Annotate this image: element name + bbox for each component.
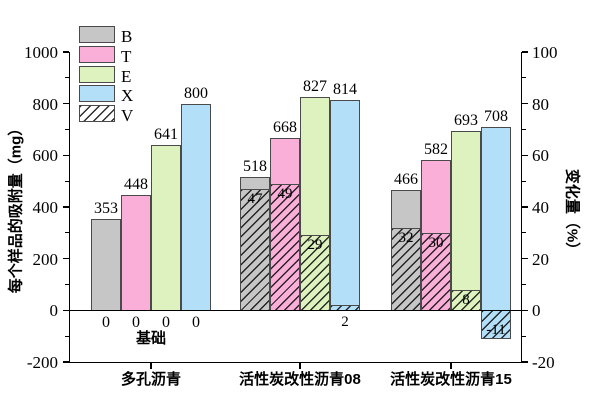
y-axis-tick-label-left: 1000 bbox=[24, 43, 58, 62]
change-value-label: 8 bbox=[462, 291, 470, 308]
baseline-text: 基础 bbox=[135, 330, 166, 348]
y-axis-minor-tick-left bbox=[65, 283, 69, 286]
change-value-label: 32 bbox=[398, 229, 414, 246]
y-axis-minor-tick-right bbox=[522, 180, 526, 182]
change-bar-B-2 bbox=[391, 227, 421, 312]
y-axis-tick-label-left: -200 bbox=[26, 353, 58, 372]
x-axis-category-label: 多孔沥青 bbox=[120, 371, 181, 388]
zero-line bbox=[70, 309, 521, 311]
y-axis-tick-label-right: 0 bbox=[532, 301, 541, 321]
y-axis-tick-left bbox=[62, 103, 69, 105]
y-axis-tick-label-right: -20 bbox=[532, 353, 555, 372]
y-axis-tick-left bbox=[62, 309, 69, 311]
y-axis-minor-tick-right bbox=[522, 283, 526, 286]
bar-value-label: 708 bbox=[484, 108, 508, 126]
change-bar-B-1 bbox=[240, 188, 270, 312]
y-axis-tick-left bbox=[62, 154, 69, 156]
bar-value-label: 518 bbox=[243, 157, 267, 175]
bar-X-1 bbox=[330, 100, 360, 312]
change-value-label: 47 bbox=[247, 190, 263, 207]
change-value-label: -11 bbox=[486, 321, 506, 338]
bar-E-2 bbox=[451, 131, 481, 312]
y-axis-minor-tick-left bbox=[65, 128, 69, 131]
bar-value-label: 353 bbox=[94, 200, 118, 218]
bar-value-label: 693 bbox=[454, 112, 478, 130]
bar-value-label: 466 bbox=[394, 170, 418, 188]
y-axis-minor-tick-right bbox=[522, 128, 526, 131]
change-value-label: 29 bbox=[307, 237, 323, 254]
y-axis-tick-left bbox=[62, 206, 69, 208]
y-axis-tick-label-left: 800 bbox=[32, 94, 59, 114]
bar-X-0 bbox=[181, 103, 211, 312]
bar-value-label: 814 bbox=[333, 81, 357, 99]
baseline-zero-label: 0 bbox=[192, 314, 200, 332]
baseline-zero-label: 0 bbox=[132, 314, 140, 332]
x-axis-tick bbox=[150, 363, 152, 369]
y-axis-minor-tick-left bbox=[65, 232, 69, 234]
bar-E-0 bbox=[151, 144, 181, 312]
y-axis-minor-tick-left bbox=[65, 335, 69, 337]
y-axis-tick-label-right: 80 bbox=[532, 94, 549, 114]
y-axis-tick-label-right: 40 bbox=[532, 198, 549, 217]
bar-B-0 bbox=[91, 219, 121, 312]
bar-value-label: 641 bbox=[154, 125, 178, 143]
y-axis-tick-label-right: 100 bbox=[532, 43, 558, 62]
y-axis-minor-tick-right bbox=[522, 77, 526, 79]
x-axis-category-label: 活性炭改性沥青08 bbox=[239, 371, 361, 388]
change-value-label: 30 bbox=[428, 234, 444, 251]
baseline-zero-label: 0 bbox=[162, 314, 170, 332]
y-axis-minor-tick-left bbox=[65, 77, 69, 79]
x-axis-line bbox=[68, 362, 523, 364]
baseline-zero-label: 0 bbox=[102, 314, 110, 332]
bar-T-0 bbox=[121, 194, 151, 312]
bar-value-label: 827 bbox=[303, 77, 327, 95]
y-axis-tick-label-right: 60 bbox=[532, 146, 549, 166]
y-axis-tick-left bbox=[62, 361, 69, 363]
x-axis-tick bbox=[450, 363, 452, 369]
y-axis-tick-left bbox=[62, 258, 69, 260]
change-value-label: 49 bbox=[277, 185, 293, 202]
y-axis-tick-right bbox=[522, 309, 529, 311]
x-axis-tick bbox=[299, 363, 301, 369]
y-axis-minor-tick-left bbox=[65, 180, 69, 182]
y-axis-line-left bbox=[68, 52, 70, 364]
y-axis-minor-tick-right bbox=[522, 232, 526, 234]
bar-value-label: 800 bbox=[184, 84, 208, 102]
bar-value-label: 668 bbox=[273, 118, 297, 136]
change-bar-T-2 bbox=[421, 232, 451, 312]
y-axis-tick-left bbox=[62, 51, 69, 53]
x-axis-category-label: 活性炭改性沥青15 bbox=[390, 371, 512, 388]
bar-X-2 bbox=[481, 127, 511, 312]
y-axis-tick-right bbox=[522, 103, 529, 105]
y-axis-tick-right bbox=[522, 258, 529, 260]
bar-value-label: 448 bbox=[124, 175, 148, 193]
y-axis-minor-tick-right bbox=[522, 335, 526, 337]
y-axis-tick-label-left: 200 bbox=[32, 249, 59, 269]
y-axis-tick-label-left: 400 bbox=[32, 198, 59, 217]
y-axis-tick-right bbox=[522, 51, 529, 53]
change-bar-X-2 bbox=[481, 310, 511, 340]
y-axis-tick-label-right: 20 bbox=[532, 249, 549, 269]
bar-value-label: 582 bbox=[424, 140, 448, 158]
change-bar-T-1 bbox=[270, 183, 300, 312]
y-axis-tick-right bbox=[522, 206, 529, 208]
y-axis-tick-label-left: 0 bbox=[49, 301, 59, 321]
change-value-label: 2 bbox=[341, 314, 349, 331]
y-axis-line-right bbox=[521, 52, 523, 364]
y-axis-tick-right bbox=[522, 154, 529, 156]
y-axis-tick-right bbox=[522, 361, 529, 363]
y-axis-tick-label-left: 600 bbox=[32, 146, 59, 166]
